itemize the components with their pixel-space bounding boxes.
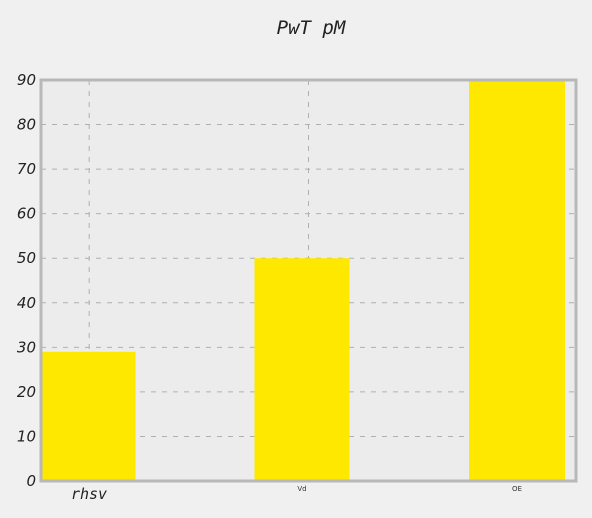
y-tick-label-10: 10: [17, 427, 36, 445]
x-tick-label-rhsv: rhsv: [71, 485, 107, 503]
plot-frame: [39, 78, 578, 483]
plot-area: 0 10 20 30 40 50 60 70 80 90 rhsv Vd OE: [17, 71, 578, 503]
y-tick-label-90: 90: [17, 71, 36, 89]
y-tick-label-60: 60: [17, 205, 36, 223]
y-tick-label-80: 80: [17, 116, 36, 134]
x-tick-label-OE: OE: [512, 485, 522, 493]
y-tick-label-0: 0: [26, 472, 36, 490]
y-tick-label-30: 30: [17, 338, 36, 356]
bar-rhsv: [42, 351, 136, 481]
bar-Vd: [254, 258, 350, 481]
y-tick-label-50: 50: [17, 249, 36, 267]
chart-title: PwT pM: [277, 17, 346, 39]
x-tick-label-Vd: Vd: [297, 485, 306, 493]
y-tick-label-20: 20: [17, 383, 36, 401]
y-tick-label-40: 40: [17, 294, 36, 312]
y-tick-label-70: 70: [17, 160, 36, 178]
bar-OE: [469, 80, 565, 481]
